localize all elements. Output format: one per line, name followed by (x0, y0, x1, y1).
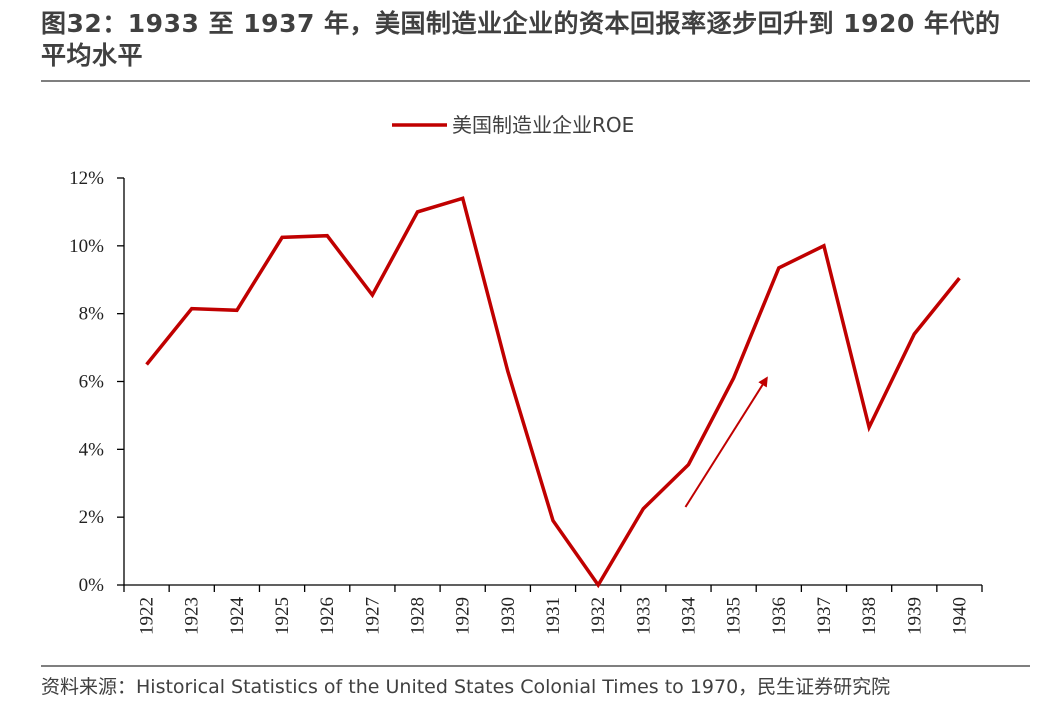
y-tick-label: 6% (79, 372, 105, 393)
roe-line-chart: 美国制造业企业ROE 0% 2% 4% 6% 8% 10% 12% 1922 1923 1924… (69, 113, 983, 636)
chart-annotation (684, 376, 768, 508)
y-tick-label: 10% (69, 236, 104, 257)
y-tick-label: 12% (69, 168, 104, 189)
y-axis-ticks: 0% 2% 4% 6% 8% 10% 12% (69, 168, 124, 596)
x-tick-label: 1936 (769, 597, 790, 635)
x-tick-label: 1922 (137, 597, 158, 635)
x-tick-label: 1927 (362, 597, 383, 635)
x-tick-label: 1925 (272, 597, 293, 635)
x-tick-label: 1928 (408, 597, 429, 635)
x-tick-label: 1930 (498, 597, 519, 635)
source-divider (41, 665, 1030, 667)
chart-axes (123, 178, 982, 586)
series-line-roe (145, 196, 961, 589)
x-tick-label: 1935 (724, 597, 745, 635)
title-divider (41, 80, 1030, 82)
chart-legend: 美国制造业企业ROE (392, 113, 634, 137)
source-note: 资料来源：Historical Statistics of the United… (41, 676, 891, 698)
x-tick-label: 1931 (543, 597, 564, 635)
y-tick-label: 0% (79, 575, 105, 596)
y-tick-label: 4% (79, 439, 105, 460)
x-tick-label: 1926 (317, 597, 338, 635)
page-title: 图32：1933 至 1937 年，美国制造业企业的资本回报率逐步回升到 192… (41, 9, 1001, 70)
x-tick-label: 1940 (949, 597, 970, 635)
legend-label: 美国制造业企业ROE (452, 113, 634, 137)
x-tick-label: 1937 (814, 597, 835, 635)
y-tick-label: 2% (79, 507, 105, 528)
x-tick-label: 1933 (633, 597, 654, 635)
x-tick-label: 1939 (904, 597, 925, 635)
x-tick-label: 1923 (182, 597, 203, 635)
x-tick-label: 1932 (588, 597, 609, 635)
x-tick-label: 1929 (453, 597, 474, 635)
y-tick-label: 8% (79, 304, 105, 325)
x-tick-label: 1938 (859, 597, 880, 635)
trend-arrow (684, 376, 768, 508)
chart-series (145, 196, 961, 589)
x-axis-ticks: 1922 1923 1924 1925 1926 1927 1928 1929 1930 1931… (123, 585, 983, 636)
x-tick-label: 1934 (678, 597, 699, 636)
x-tick-label: 1924 (227, 597, 248, 636)
